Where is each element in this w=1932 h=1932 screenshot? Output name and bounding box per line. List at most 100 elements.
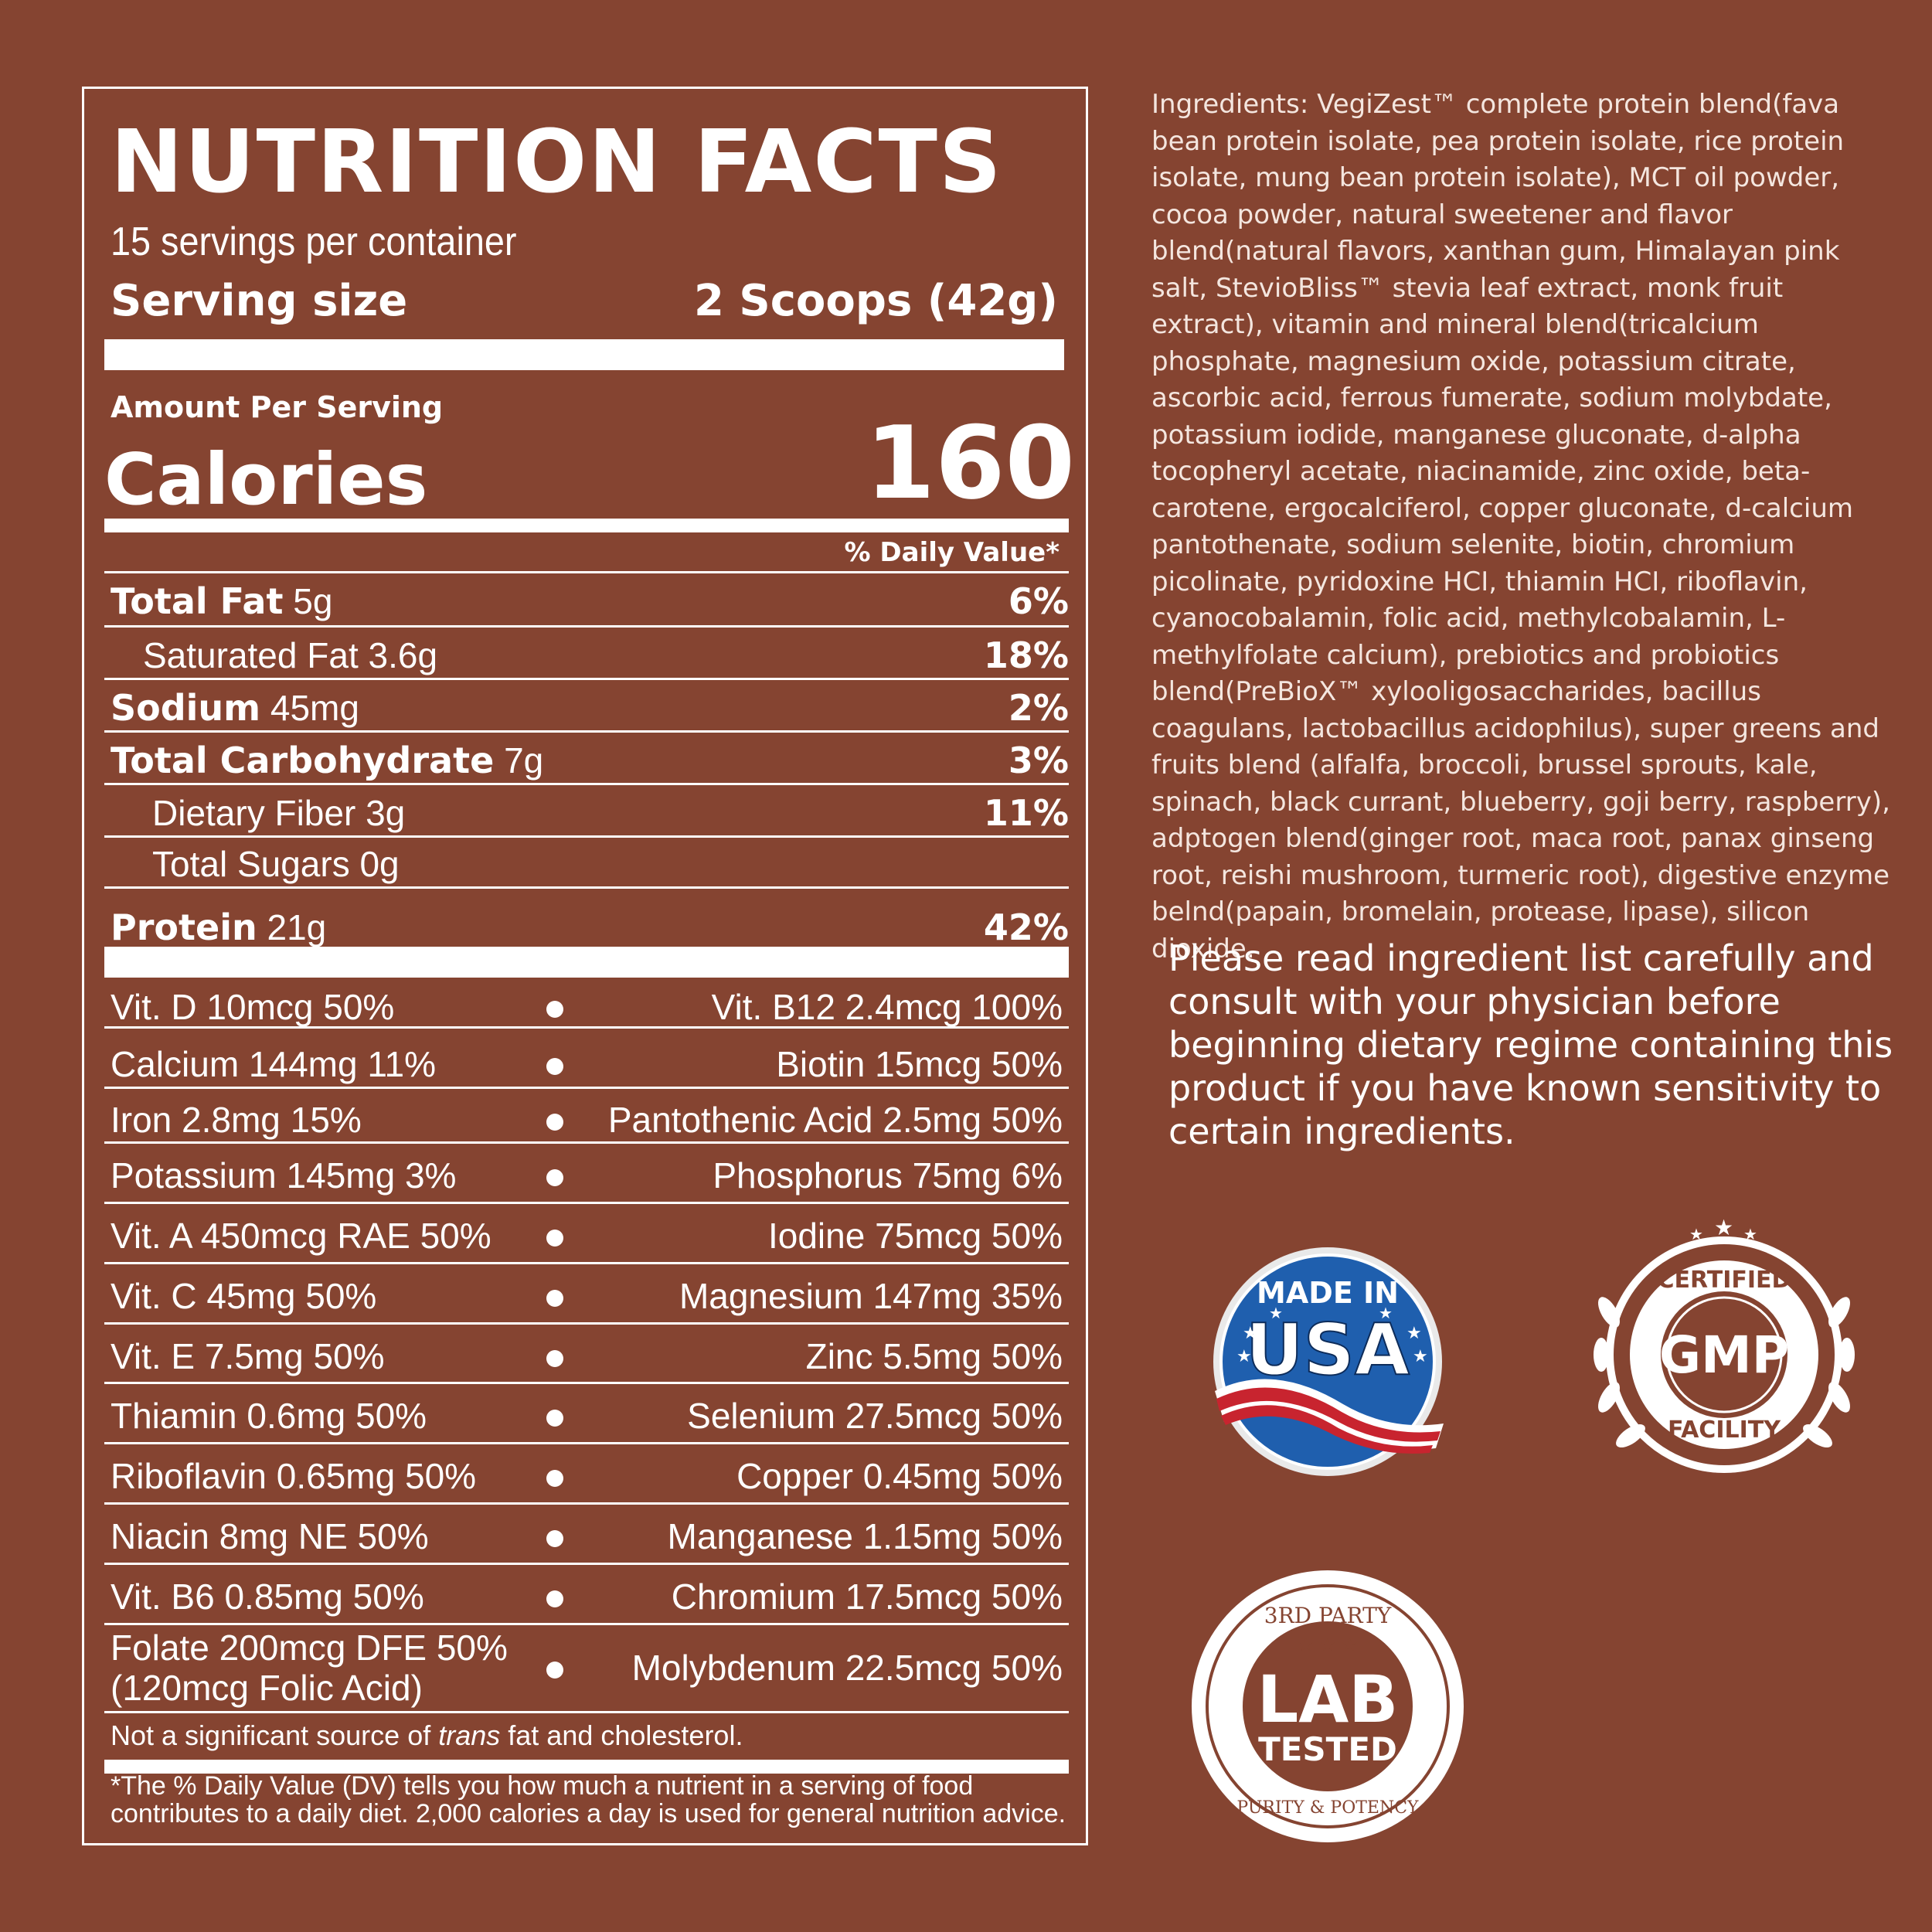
thin-divider <box>104 625 1069 628</box>
bullet-icon <box>546 1662 563 1679</box>
calories-value: 160 <box>865 404 1075 522</box>
svg-text:★: ★ <box>1413 1346 1428 1366</box>
badge-gmp-bottom: FACILITY <box>1668 1417 1781 1444</box>
lab-tested-badge: 3RD PARTY ★ ★ ★ LAB TESTED PURITY & POTE… <box>1189 1567 1467 1845</box>
vitamin-row: Vit. A 450mcg RAE 50% Iodine 75mcg 50% <box>104 1205 1069 1264</box>
vitamin-right: Copper 0.45mg 50% <box>736 1456 1063 1496</box>
svg-text:★: ★ <box>1743 1226 1757 1243</box>
vitamin-left: Potassium 145mg 3% <box>111 1155 457 1196</box>
vitamin-left-line2: (120mcg Folic Acid) <box>111 1668 423 1708</box>
badge-usa-top: MADE IN <box>1257 1276 1399 1310</box>
vitamin-left: Vit. E 7.5mg 50% <box>111 1336 385 1376</box>
bullet-icon <box>546 1590 563 1607</box>
nutrient-pct: 3% <box>1008 740 1069 781</box>
nutrient-pct: 6% <box>1008 580 1069 622</box>
nutrient-pct: 2% <box>1008 687 1069 729</box>
vitamin-left: Folate 200mcg DFE 50% <box>111 1628 508 1668</box>
nutrient-name: Dietary Fiber 3g <box>152 793 406 833</box>
nutrient-pct: 18% <box>983 634 1069 676</box>
thick-divider <box>104 947 1069 978</box>
thin-divider <box>104 1711 1069 1713</box>
bullet-icon <box>546 1169 563 1186</box>
nutrient-name: Total Fat <box>111 580 284 622</box>
vitamin-row: Riboflavin 0.65mg 50% Copper 0.45mg 50% <box>104 1445 1069 1504</box>
nutrient-amount: 5g <box>293 581 333 621</box>
vitamin-right: Magnesium 147mg 35% <box>679 1276 1063 1316</box>
vitamin-left: Riboflavin 0.65mg 50% <box>111 1456 477 1496</box>
bullet-icon <box>546 1470 563 1487</box>
badge-lab-bottom: PURITY & POTENCY <box>1236 1798 1419 1818</box>
nutrient-amount: 7g <box>504 740 544 781</box>
thin-divider <box>104 1322 1069 1325</box>
daily-value-footnote: *The % Daily Value (DV) tells you how mu… <box>111 1771 1066 1828</box>
svg-text:★: ★ <box>1243 1323 1258 1342</box>
badge-gmp-main: GMP <box>1659 1325 1789 1385</box>
nutrient-row-total-carbohydrate: Total Carbohydrate 7g 3% <box>104 733 1069 783</box>
badge-usa-main: USA <box>1246 1308 1410 1391</box>
badge-lab-main2: TESTED <box>1258 1730 1397 1768</box>
panel-title: NUTRITION FACTS <box>111 112 1003 213</box>
vitamin-left: Vit. D 10mcg 50% <box>111 987 395 1027</box>
vitamin-left: Vit. A 450mcg RAE 50% <box>111 1216 492 1256</box>
nutrient-row-total-fat: Total Fat 5g 6% <box>104 574 1069 624</box>
medium-divider <box>104 519 1069 532</box>
vitamin-row: Folate 200mcg DFE 50% (120mcg Folic Acid… <box>104 1626 1069 1711</box>
nutrient-row-dietary-fiber: Dietary Fiber 3g 11% <box>104 786 1069 835</box>
amount-per-serving: Amount Per Serving <box>111 390 444 424</box>
badge-lab-top: 3RD PARTY <box>1264 1603 1392 1628</box>
thin-divider <box>104 783 1069 785</box>
vitamin-row: Iron 2.8mg 15% Pantothenic Acid 2.5mg 50… <box>104 1089 1069 1148</box>
bullet-icon <box>546 1410 563 1427</box>
bullet-icon <box>546 1290 563 1307</box>
physician-notice: Please read ingredient list carefully an… <box>1168 937 1893 1152</box>
vitamin-row: Vit. E 7.5mg 50% Zinc 5.5mg 50% <box>104 1325 1069 1384</box>
vitamin-right: Zinc 5.5mg 50% <box>805 1336 1063 1376</box>
thin-divider <box>104 1563 1069 1565</box>
calories-label: Calories <box>104 438 428 521</box>
servings-per-container: 15 servings per container <box>111 219 517 264</box>
thin-divider <box>104 1202 1069 1204</box>
not-significant-note: Not a significant source of trans fat an… <box>111 1719 743 1751</box>
nutrient-name: Protein <box>111 906 257 948</box>
thin-divider <box>104 1026 1069 1029</box>
vitamin-row: Vit. C 45mg 50% Magnesium 147mg 35% <box>104 1265 1069 1324</box>
column-gap <box>525 978 566 998</box>
nutrient-pct: 42% <box>983 906 1069 948</box>
bullet-icon <box>546 1001 563 1018</box>
nutrition-facts-panel: NUTRITION FACTS 15 servings per containe… <box>82 87 1088 1845</box>
vitamin-row: Potassium 145mg 3% Phosphorus 75mg 6% <box>104 1145 1069 1203</box>
thin-divider <box>104 886 1069 889</box>
serving-size-value: 2 Scoops (42g) <box>693 276 1058 326</box>
svg-text:★: ★ <box>1714 1216 1733 1240</box>
thin-divider <box>104 1623 1069 1625</box>
vitamin-right: Iodine 75mcg 50% <box>767 1216 1063 1256</box>
thin-divider <box>104 1382 1069 1384</box>
serving-size-label: Serving size <box>111 276 408 326</box>
vitamin-row: Niacin 8mg NE 50% Manganese 1.15mg 50% <box>104 1505 1069 1564</box>
svg-text:★: ★ <box>1406 1323 1422 1342</box>
nutrient-row-sodium: Sodium 45mg 2% <box>104 681 1069 730</box>
vitamin-left: Vit. B6 0.85mg 50% <box>111 1577 424 1617</box>
ingredients-text: Ingredients: VegiZest™ complete protein … <box>1151 89 1890 964</box>
bullet-icon <box>546 1058 563 1075</box>
nutrient-amount: 21g <box>267 907 327 947</box>
nutrient-row-saturated-fat: Saturated Fat 3.6g 18% <box>104 628 1069 678</box>
vitamin-row: Thiamin 0.6mg 50% Selenium 27.5mcg 50% <box>104 1385 1069 1444</box>
svg-text:★: ★ <box>1269 1305 1283 1322</box>
certified-gmp-badge: GMP CERTIFIED FACILITY ★ ★ ★ <box>1581 1212 1867 1498</box>
badge-gmp-top: CERTIFIED <box>1658 1267 1791 1294</box>
svg-text:★: ★ <box>1236 1346 1252 1366</box>
vitamin-right: Selenium 27.5mcg 50% <box>687 1396 1063 1436</box>
vitamin-left: Thiamin 0.6mg 50% <box>111 1396 427 1436</box>
thin-divider <box>104 571 1069 573</box>
medium-divider <box>104 1760 1069 1774</box>
vitamin-left: Iron 2.8mg 15% <box>111 1100 362 1140</box>
svg-text:★: ★ <box>1689 1226 1703 1243</box>
nutrient-amount: 45mg <box>270 688 359 728</box>
vitamin-right: Pantothenic Acid 2.5mg 50% <box>607 1100 1063 1140</box>
vitamin-right: Molybdenum 22.5mcg 50% <box>631 1648 1063 1688</box>
nutrient-name: Total Carbohydrate <box>111 740 495 781</box>
bullet-icon <box>546 1350 563 1367</box>
daily-value-header: % Daily Value* <box>844 537 1060 568</box>
vitamin-right: Vit. B12 2.4mcg 100% <box>711 987 1063 1027</box>
